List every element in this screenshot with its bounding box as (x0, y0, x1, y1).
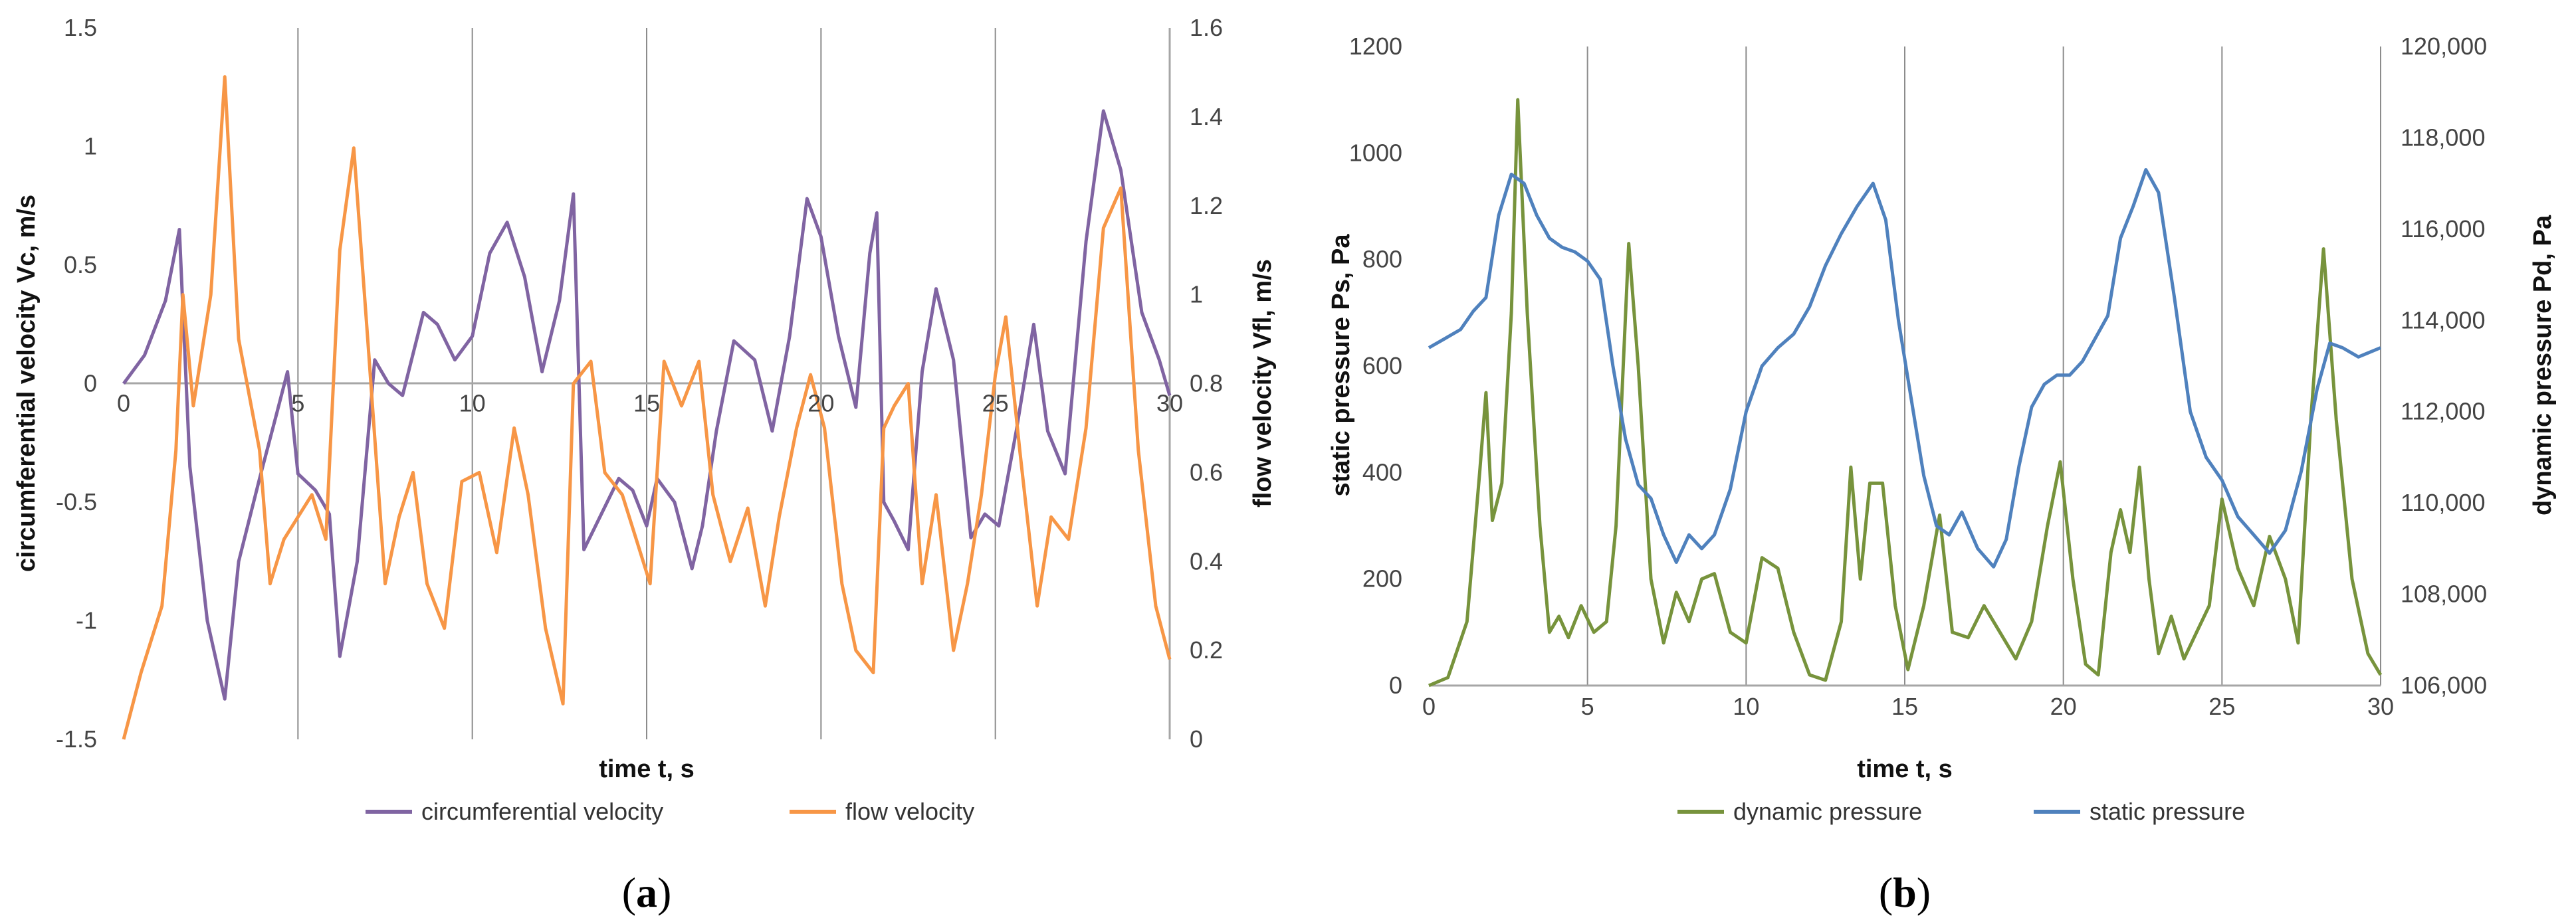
chart-b-left-axis-title: static pressure Ps, Pa (1327, 234, 1355, 497)
chart-panel-a: 0 5 10 15 20 25 30 -1.5-1-0.500.511.5 00.20.40… (13, 14, 1277, 916)
left-tick-label-800: 800 (1362, 246, 1402, 273)
right-tick-label-106,000: 106,000 (2401, 672, 2487, 699)
right-tick-label-120,000: 120,000 (2401, 33, 2487, 60)
chart-a-left-tick-labels: -1.5 -1 -0.5 0 0.5 1 1.5 (56, 14, 97, 753)
x-tick-label-5: 5 (291, 390, 304, 417)
chart-b-left-tick-labels: 0 200 400 600 800 1000 1200 (1349, 33, 1402, 699)
chart-b-right-tick-labels: 106,000 108,000 110,000 112,000 114,000 116,0… (2401, 33, 2487, 699)
series-line-circumferential-velocity (122, 109, 1172, 701)
chart-a-left-axis-title: circumferential velocity Vc, m/s (13, 195, 41, 572)
chart-b-x-tick-labels: 0 5 10 15 20 25 30 (1422, 693, 2394, 720)
x-tick-label-30: 30 (1156, 390, 1183, 417)
left-tick-label-1000: 1000 (1349, 139, 1402, 166)
chart-b-legend: dynamic pressure static pressure (1677, 798, 2245, 825)
chart-a-right-tick-labels: 0 0.2 0.4 0.6 0.8 1 1.2 1.4 1.6 (1190, 14, 1223, 753)
left-tick-label-600: 600 (1362, 352, 1402, 379)
chart-a-right-axis-title: flow velocity Vfl, m/s (1249, 259, 1277, 508)
left-tick-label-0.5: 0.5 (64, 251, 97, 278)
right-tick-label-0.4: 0.4 (1190, 547, 1223, 575)
legend-b-label-dynamic: dynamic pressure (1733, 798, 1922, 825)
chart-a-x-tick-labels: 0 5 10 15 20 25 30 (117, 390, 1183, 417)
left-tick-label-200: 200 (1362, 565, 1402, 593)
legend-b-label-static: static pressure (2090, 798, 2245, 825)
panel-a-label: (a) (622, 869, 672, 916)
right-tick-label-0: 0 (1190, 725, 1203, 753)
left-tick-label-0: 0 (84, 370, 97, 397)
x-tick-label-30: 30 (2367, 693, 2394, 720)
right-tick-label-112,000: 112,000 (2401, 398, 2485, 425)
x-tick-label-0: 0 (117, 390, 130, 417)
x-tick-label-0: 0 (1422, 693, 1436, 720)
chart-b-gridlines (1586, 46, 2381, 686)
right-tick-label-1: 1 (1190, 281, 1203, 308)
x-tick-label-15: 15 (1891, 693, 1918, 720)
x-tick-label-10: 10 (459, 390, 486, 417)
left-tick-label-400: 400 (1362, 458, 1402, 486)
right-tick-label-0.6: 0.6 (1190, 458, 1223, 486)
x-tick-label-25: 25 (982, 390, 1009, 417)
left-tick-label-1200: 1200 (1349, 33, 1402, 60)
chart-b-x-axis-title: time t, s (1857, 755, 1953, 783)
series-line-static-pressure (1428, 168, 2381, 569)
right-tick-label-1.6: 1.6 (1190, 14, 1223, 41)
right-tick-label-118,000: 118,000 (2401, 124, 2485, 151)
left-tick-label--0.5: -0.5 (56, 488, 97, 515)
x-tick-label-20: 20 (2050, 693, 2077, 720)
series-line-dynamic-pressure (1428, 98, 2383, 688)
right-tick-label-116,000: 116,000 (2401, 215, 2485, 242)
chart-b-series (1428, 98, 2383, 688)
left-tick-label-0: 0 (1389, 672, 1402, 699)
series-line-flow-velocity (122, 75, 1172, 740)
x-tick-label-5: 5 (1581, 693, 1594, 720)
legend-a-label-circumferential: circumferential velocity (421, 798, 663, 825)
x-tick-label-25: 25 (2208, 693, 2235, 720)
right-tick-label-1.4: 1.4 (1190, 103, 1223, 130)
chart-panel-b: 0 5 10 15 20 25 30 0 200 400 600 800 1000 1200 106,0… (1327, 33, 2557, 916)
legend-a-label-flow: flow velocity (845, 798, 974, 825)
right-tick-label-0.8: 0.8 (1190, 370, 1223, 397)
right-tick-label-108,000: 108,000 (2401, 581, 2487, 608)
x-tick-label-20: 20 (807, 390, 834, 417)
left-tick-label-1: 1 (84, 133, 97, 160)
chart-a-series (122, 75, 1172, 740)
panel-b-letter: b (1893, 869, 1917, 916)
left-tick-label-1.5: 1.5 (64, 14, 97, 41)
right-tick-label-110,000: 110,000 (2401, 489, 2485, 516)
panel-a-letter: a (636, 869, 657, 916)
left-tick-label--1: -1 (76, 607, 97, 634)
right-tick-label-0.2: 0.2 (1190, 636, 1223, 664)
x-tick-label-10: 10 (1733, 693, 1759, 720)
chart-a-x-axis-title: time t, s (599, 755, 695, 783)
right-tick-label-114,000: 114,000 (2401, 306, 2485, 333)
chart-a-legend: circumferential velocity flow velocity (366, 798, 974, 825)
chart-b-right-axis-title: dynamic pressure Pd, Pa (2529, 215, 2557, 515)
panel-b-label: (b) (1879, 869, 1931, 916)
x-tick-label-15: 15 (633, 390, 660, 417)
left-tick-label--1.5: -1.5 (56, 725, 97, 753)
right-tick-label-1.2: 1.2 (1190, 192, 1223, 219)
